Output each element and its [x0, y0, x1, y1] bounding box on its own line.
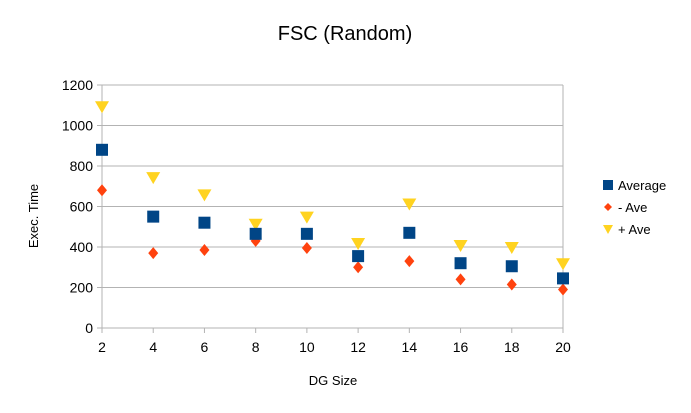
x-tick-label: 16 — [453, 339, 469, 355]
y-tick-label: 600 — [70, 199, 94, 215]
x-tick-label: 18 — [504, 339, 520, 355]
data-point — [299, 211, 314, 224]
x-tick-label: 10 — [299, 339, 315, 355]
x-tick-label: 12 — [350, 339, 366, 355]
data-point — [248, 218, 263, 231]
series-ave — [97, 184, 568, 296]
x-tick-label: 14 — [402, 339, 418, 355]
data-point — [455, 273, 466, 286]
data-point — [301, 242, 312, 255]
legend: Average - Ave + Ave — [603, 178, 666, 237]
data-point — [557, 272, 569, 285]
x-tick-label: 20 — [555, 339, 571, 355]
data-point — [146, 172, 161, 185]
legend-marker — [604, 203, 612, 211]
data-point — [198, 216, 211, 229]
y-axis-label: Exec. Time — [26, 184, 41, 248]
legend-marker — [603, 180, 613, 190]
series-ave — [95, 101, 570, 271]
data-point — [147, 210, 160, 223]
axes — [97, 84, 564, 333]
data-point — [249, 227, 262, 240]
data-point — [453, 239, 468, 252]
legend-item: + Ave — [603, 222, 651, 237]
data-point — [197, 189, 212, 202]
x-tick-label: 8 — [252, 339, 260, 355]
x-axis-label: DG Size — [309, 373, 357, 388]
data-series — [95, 101, 570, 296]
data-point — [505, 260, 518, 273]
data-point — [556, 258, 570, 271]
data-point — [351, 237, 366, 250]
grid — [102, 84, 563, 329]
x-tick-label: 6 — [201, 339, 209, 355]
data-point — [506, 278, 517, 291]
data-point — [97, 184, 107, 197]
data-point — [402, 198, 417, 211]
data-point — [404, 255, 415, 268]
y-tick-labels: 0 200 400 600 800 1000 1200 — [62, 77, 93, 336]
data-point — [558, 283, 568, 296]
x-tick-labels: 2 4 6 8 10 12 14 16 18 20 — [98, 339, 571, 355]
chart-title: FSC (Random) — [278, 23, 412, 45]
legend-item: - Ave — [604, 200, 647, 215]
data-point — [352, 250, 365, 263]
data-point — [403, 226, 416, 239]
y-tick-label: 800 — [70, 158, 94, 174]
legend-label: - Ave — [618, 200, 647, 215]
data-point — [95, 101, 109, 114]
x-tick-label: 2 — [98, 339, 106, 355]
data-point — [300, 227, 313, 240]
data-point — [148, 247, 159, 260]
y-tick-label: 400 — [70, 239, 94, 255]
series-average — [96, 143, 569, 285]
y-tick-label: 0 — [85, 320, 93, 336]
y-tick-label: 1200 — [62, 77, 93, 93]
data-point — [199, 244, 210, 257]
legend-label: Average — [618, 178, 666, 193]
data-point — [96, 143, 108, 156]
x-tick-label: 4 — [149, 339, 157, 355]
legend-label: + Ave — [618, 222, 651, 237]
legend-item: Average — [603, 178, 666, 193]
legend-marker — [603, 225, 613, 234]
data-point — [454, 257, 467, 270]
y-tick-label: 1000 — [62, 118, 93, 134]
y-tick-label: 200 — [70, 280, 94, 296]
data-point — [353, 261, 364, 274]
data-point — [504, 242, 519, 255]
